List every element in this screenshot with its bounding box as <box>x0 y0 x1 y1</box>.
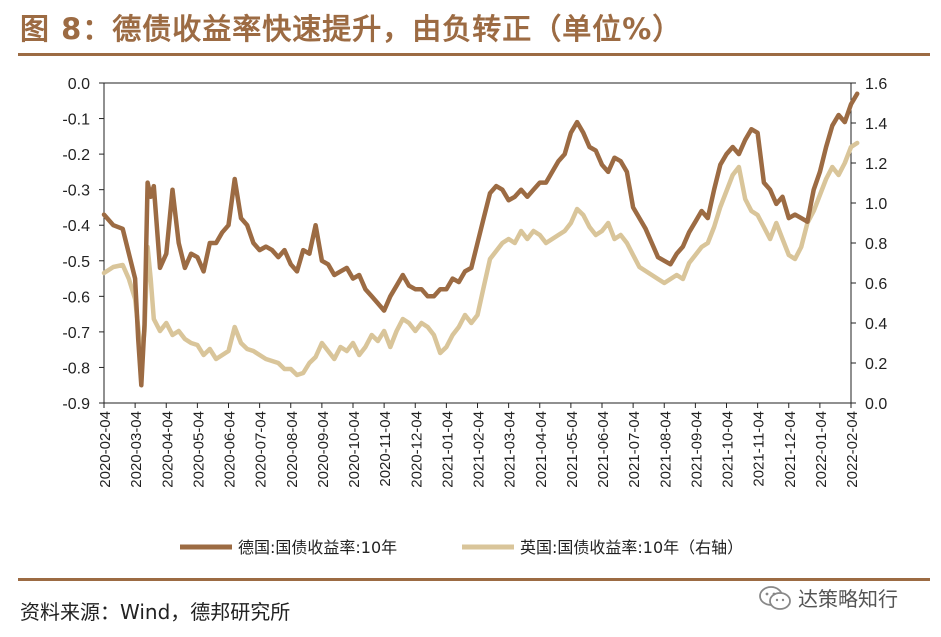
germany-series-line <box>101 91 860 388</box>
y-right-tick-label: 1.0 <box>865 196 887 213</box>
x-tick-label: 2020-03-04 <box>128 411 145 488</box>
y-left-tick-label: -0.1 <box>62 112 90 129</box>
watermark-text: 达策略知行 <box>798 587 898 611</box>
y-left-tick-label: -0.9 <box>62 396 90 413</box>
y-right-tick-label: 1.4 <box>865 116 887 133</box>
source-note: 资料来源：Wind，德邦研究所 <box>20 600 291 624</box>
x-tick-label: 2021-08-04 <box>657 411 674 488</box>
line-chart: 0.0 -0.1 -0.2 -0.3 -0.4 -0.5 -0.6 -0.7 -0.8 -0.9 1… <box>62 76 887 557</box>
x-tick-label: 2021-07-04 <box>626 411 643 488</box>
y-left-tick-label: -0.2 <box>62 147 90 164</box>
y-right-tick-label: 0.8 <box>865 236 887 253</box>
y-left-tick-label: -0.7 <box>62 325 90 342</box>
x-tick-label: 2022-01-04 <box>813 411 830 488</box>
title-rule <box>18 53 930 56</box>
legend: 德国:国债收益率:10年 英国:国债收益率:10年（右轴） <box>180 538 743 557</box>
x-tick-label: 2020-02-04 <box>97 411 114 488</box>
x-tick-label: 2021-09-04 <box>688 411 705 488</box>
x-tick-label: 2020-06-04 <box>222 411 239 488</box>
x-tick-label: 2021-01-04 <box>439 411 456 488</box>
watermark: 达策略知行 <box>758 583 898 612</box>
x-tick-label: 2021-02-04 <box>471 411 488 488</box>
y-right-tick-label: 0.4 <box>865 316 887 333</box>
x-tick-label: 2022-02-04 <box>844 411 861 488</box>
x-tick-label: 2020-10-04 <box>346 411 363 488</box>
x-tick-label: 2020-12-04 <box>408 411 425 488</box>
y-left-tick-label: -0.5 <box>62 254 90 271</box>
x-tick-label: 2021-06-04 <box>595 411 612 488</box>
x-tick-label: 2021-05-04 <box>564 411 581 488</box>
source-rule <box>18 578 930 581</box>
x-tick-label: 2020-04-04 <box>159 411 176 488</box>
x-tick-label: 2020-11-04 <box>377 411 394 487</box>
y-left-tick-label: 0.0 <box>68 76 90 93</box>
chart-axes: 0.0 -0.1 -0.2 -0.3 -0.4 -0.5 -0.6 -0.7 -0.8 -0.9 1… <box>62 76 887 488</box>
y-right-tick-label: 0.0 <box>865 396 887 413</box>
y-right-tick-label: 0.6 <box>865 276 887 293</box>
legend-germany-label: 德国:国债收益率:10年 <box>238 538 397 557</box>
y-left-tick-label: -0.3 <box>62 183 90 200</box>
y-right-tick-label: 1.2 <box>865 156 887 173</box>
wechat-icon <box>759 585 791 610</box>
y-left-tick-label: -0.6 <box>62 289 90 306</box>
legend-uk-label: 英国:国债收益率:10年（右轴） <box>520 538 743 557</box>
y-left-tick-label: -0.4 <box>62 218 90 235</box>
x-tick-label: 2020-07-04 <box>253 411 270 488</box>
x-tick-label: 2020-05-04 <box>190 411 207 488</box>
uk-series-line <box>101 140 860 378</box>
y-left-tick-label: -0.8 <box>62 360 90 377</box>
x-tick-label: 2020-08-04 <box>284 411 301 488</box>
x-tick-label: 2021-04-04 <box>533 411 550 488</box>
x-tick-label: 2021-12-04 <box>782 411 799 488</box>
figure-title: 图 8：德债收益率快速提升，由负转正（单位%） <box>20 12 683 46</box>
x-tick-label: 2020-09-04 <box>315 411 332 488</box>
x-tick-label: 2021-03-04 <box>502 411 519 488</box>
series-layer <box>101 91 860 388</box>
y-right-tick-label: 0.2 <box>865 356 887 373</box>
y-right-tick-label: 1.6 <box>865 76 887 93</box>
x-tick-label: 2021-10-04 <box>720 411 737 488</box>
x-tick-label: 2021-11-04 <box>751 411 768 487</box>
